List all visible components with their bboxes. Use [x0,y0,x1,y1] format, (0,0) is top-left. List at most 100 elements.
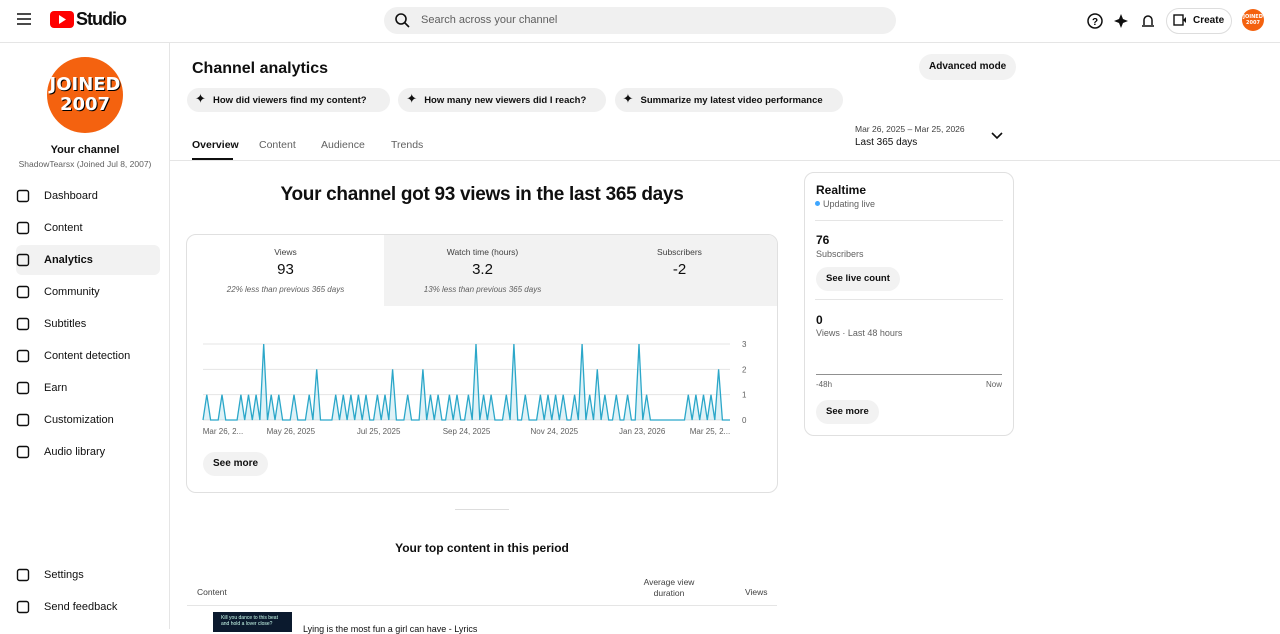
nav-icon [16,285,30,299]
nav-item[interactable]: Audio library [16,437,160,467]
search-box[interactable] [384,7,896,34]
tab[interactable]: Overview [192,139,239,151]
tab[interactable]: Audience [321,139,365,151]
nav-item[interactable]: Settings [16,560,160,590]
nav-icon [16,600,30,614]
x-tick-label: Jul 25, 2025 [357,427,401,436]
nav-item[interactable]: Earn [16,373,160,403]
menu-icon[interactable] [17,13,31,25]
metric-value: 93 [277,261,294,278]
views-line [202,343,730,421]
chip[interactable] [614,88,844,112]
thumbnail[interactable]: Kill you dance to this beat and hold a l… [213,612,292,632]
x-tick-label: Sep 24, 2025 [443,427,491,436]
chip[interactable] [398,88,607,112]
sidebar-border [169,43,170,629]
metric-tab-bg [384,235,777,306]
channel-title: Your channel [50,144,120,156]
nav-item[interactable]: Content detection [16,341,160,371]
views-label: Views · Last 48 hours [816,328,903,338]
nav-label: Subtitles [44,318,87,330]
realtime-axis [816,374,1002,375]
subs-label: Subscribers [816,249,864,259]
tabs-border [170,160,1280,161]
y-tick-label: 1 [742,391,747,400]
nav-icon [16,253,30,267]
advanced-button[interactable]: Advanced mode [919,54,1017,80]
overview-card [186,234,778,493]
logo-text[interactable]: Studio [76,9,127,29]
axis-label: Now [986,380,1003,389]
create-label: Create [1193,15,1225,26]
nav-item[interactable]: Subtitles [16,309,160,339]
chip-label: Summarize my latest video performance [640,95,823,106]
nav-label: Audio library [44,446,106,458]
see-more-button[interactable]: See more [203,452,269,476]
nav-item[interactable]: Dashboard [16,181,160,211]
nav-label: Settings [44,569,84,581]
avatar[interactable]: JOINED 2007 [1242,9,1264,31]
live-dot [815,201,820,206]
avatar-line: JOINED [1243,14,1263,20]
x-tick-label: Jan 23, 2026 [619,427,666,436]
live-count-button[interactable]: See live count [816,267,900,291]
nav-item[interactable]: Community [16,277,160,307]
nav-label: Analytics [44,254,93,266]
create-button[interactable] [1166,8,1232,34]
chip-icon: ✦ [406,91,418,106]
header-icons[interactable]: ? [1086,12,1156,30]
x-tick-label: May 26, 2025 [267,427,316,436]
nav-icon [16,317,30,331]
nav-label: Send feedback [44,601,118,613]
dropdown-icon[interactable] [991,132,1003,140]
nav-label: Community [44,286,100,298]
column-header: Content [197,587,227,597]
search-icon [395,13,410,28]
nav-item[interactable]: Content [16,213,160,243]
nav-icon [16,381,30,395]
create-icon [1173,14,1186,26]
metric-value: -2 [672,261,687,278]
realtime-see-more[interactable]: See more [816,400,879,424]
nav-item[interactable]: Customization [16,405,160,435]
period: Last 365 days [855,137,918,148]
divider [815,220,1003,221]
metric-label: Watch time (hours) [446,247,519,257]
top-title: Your top content in this period [395,541,569,555]
channel-handle: ShadowTearsx (Joined Jul 8, 2007) [18,159,152,169]
divider [455,509,509,510]
nav-icon [16,349,30,363]
chip-label: How did viewers find my content? [213,95,367,106]
logo-icon[interactable] [50,11,74,28]
y-tick-label: 2 [742,365,747,374]
divider [815,299,1003,300]
content-title[interactable]: Lying is the most fun a girl can have - … [303,624,478,634]
divider [187,605,777,606]
column-header: Average view duration [643,577,695,598]
tab[interactable]: Trends [391,139,424,151]
chip-icon: ✦ [195,91,206,106]
nav-label: Dashboard [44,190,98,202]
subs-value: 76 [816,233,830,247]
nav-label: Content detection [44,350,131,362]
realtime-card [804,172,1014,436]
nav-item[interactable]: Send feedback [16,592,160,622]
nav-icon [16,413,30,427]
chip[interactable] [187,88,391,112]
page-title: Channel analytics [192,60,329,77]
realtime-title: Realtime [816,183,867,197]
search-placeholder: Search across your channel [421,14,558,26]
avatar-line: 2007 [59,94,111,115]
headline: Your channel got 93 views in the last 36… [280,184,684,205]
chip-label: How many new viewers did I reach? [424,95,587,106]
nav-label: Customization [44,414,114,426]
tab[interactable]: Content [259,139,296,151]
nav-icon [16,221,30,235]
realtime-status: Updating live [823,199,876,209]
channel-avatar[interactable]: JOINED 2007 [47,57,123,133]
views-value: 0 [816,313,823,327]
nav-item[interactable]: Analytics [16,245,160,275]
top-bar [0,0,1280,43]
x-tick-label: Mar 25, 2... [690,427,730,436]
